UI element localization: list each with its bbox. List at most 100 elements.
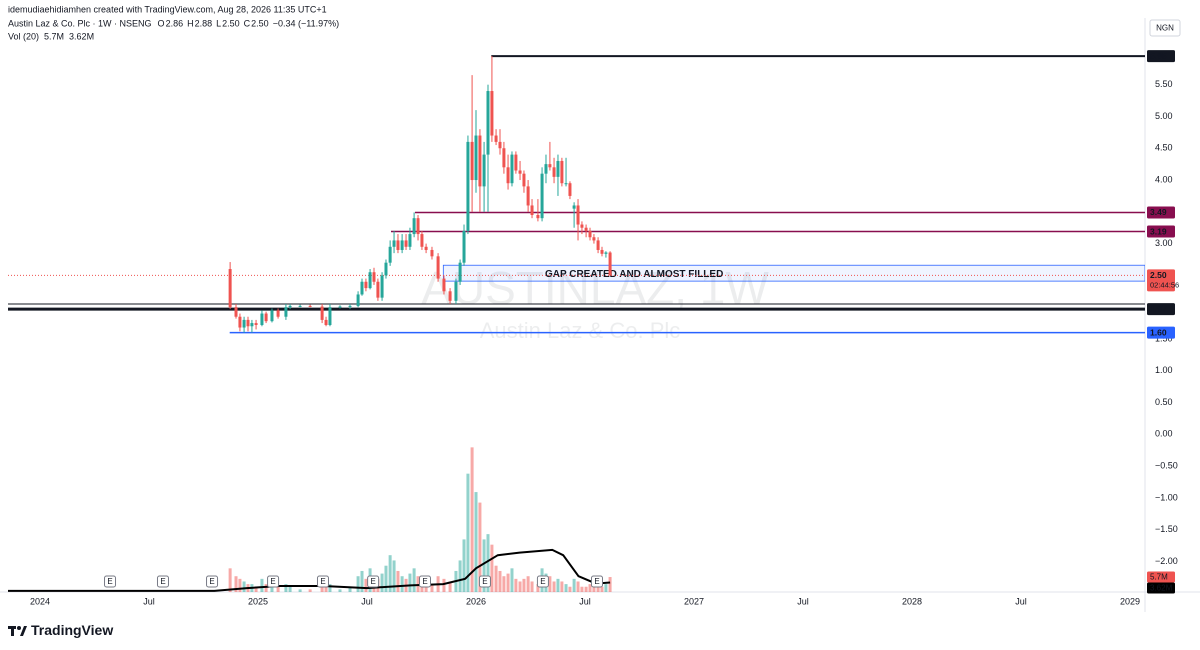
ohlc-value: 2.86 [166,18,184,28]
watermark-name: Austin Laz & Co. Plc [480,318,681,343]
price-badge-label: 3.49 [1150,207,1167,217]
x-tick-label: Jul [1015,596,1027,606]
volume-bar [360,570,364,592]
earnings-marker[interactable] [419,575,432,588]
earnings-label: E [422,577,427,586]
volume-bar [596,584,600,592]
watermark-symbol: AUSTINLAZ, 1W [421,262,769,314]
volume-bar [518,581,522,592]
candle-body [506,167,510,184]
volume-bar [348,586,352,592]
volume-bar [408,573,412,592]
volume-badge-label: 5.7M [1150,573,1168,582]
candle-body [474,135,478,181]
volume-bar [356,576,360,592]
volume-bar [478,502,482,592]
ohlc-value: 2.50 [251,18,269,28]
candle-body [400,240,404,250]
gap-box [442,264,1145,282]
x-tick-label: 2026 [466,596,486,606]
earnings-label: E [320,577,325,586]
candle-body [442,278,446,292]
y-tick-label: 5.00 [1155,111,1173,121]
candle-body [338,306,342,308]
candle-body [288,305,292,308]
earnings-marker[interactable] [206,575,219,588]
volume-bar [338,589,342,592]
candle-body [408,234,412,247]
candle-body [348,305,352,307]
candle-body [284,307,288,317]
volume-ma-value: 3.62M [69,31,94,41]
volume-bar [264,584,268,592]
volume-bar [600,586,604,592]
candle-body [540,173,544,219]
ohlc-label: C [244,18,251,28]
candle-body [298,305,302,307]
earnings-marker[interactable] [156,575,169,588]
volume-bar [592,586,596,592]
volume-badge [1147,571,1175,583]
volume-bar [486,534,490,592]
price-badge [1147,225,1175,238]
earnings-label: E [540,577,545,586]
candle-body [572,205,576,209]
volume-bar [254,586,258,592]
volume-bar [238,578,242,592]
candle-body [490,91,494,136]
x-tick-label: 2025 [248,596,268,606]
candle-body [604,252,608,254]
candle-body [234,307,238,317]
candle-body [556,160,560,177]
volume-bar [498,570,502,592]
earnings-label: E [270,577,275,586]
annotation-text: GAP CREATED AND ALMOST FILLED [545,269,723,280]
countdown: 02:44:56 [1150,280,1179,289]
candle-body [420,234,424,247]
volume-bar [448,581,452,592]
earnings-marker[interactable] [267,575,280,588]
volume-bar [384,565,388,592]
volume-bar [510,568,514,592]
logo-mark [11,626,14,636]
earnings-marker[interactable] [367,575,380,588]
y-tick-label: 0.50 [1155,397,1173,407]
earnings-marker[interactable] [590,575,603,588]
logo-mark [20,626,27,636]
volume-bar [242,581,246,592]
volume-bar [442,578,446,592]
attribution: idemudiaehidiamhen created with TradingV… [8,4,327,14]
volume-bar [288,586,292,592]
candle-body [544,164,548,174]
price-badge [1147,326,1175,339]
candle-body [238,316,242,328]
earnings-marker[interactable] [478,575,491,588]
candle-body [396,240,400,250]
candle-body [560,160,564,184]
earnings-marker[interactable] [104,575,117,588]
candle-body [478,135,482,187]
volume-bar [412,568,416,592]
candle-body [360,281,364,295]
volume-bar [396,570,400,592]
candle-body [368,272,372,289]
earnings-marker[interactable] [316,575,329,588]
volume-bar [560,581,564,592]
candle-body [276,310,280,317]
candle-body [548,164,552,168]
volume-ma-badge-label: 3.62M [1150,584,1173,593]
currency: NGN [1156,24,1174,33]
currency-box[interactable] [1149,19,1181,37]
x-tick-label: 2024 [30,596,50,606]
price-badge-label: 3.19 [1150,226,1167,236]
volume-bar [530,581,534,592]
footer-brand: TradingView [31,622,113,638]
y-tick-label: −1.00 [1155,492,1178,502]
volume-ma-badge [1147,582,1175,594]
y-tick-label: 0.00 [1155,429,1173,439]
candle-body [430,249,434,257]
earnings-marker[interactable] [536,575,549,588]
x-tick-label: Jul [579,596,591,606]
